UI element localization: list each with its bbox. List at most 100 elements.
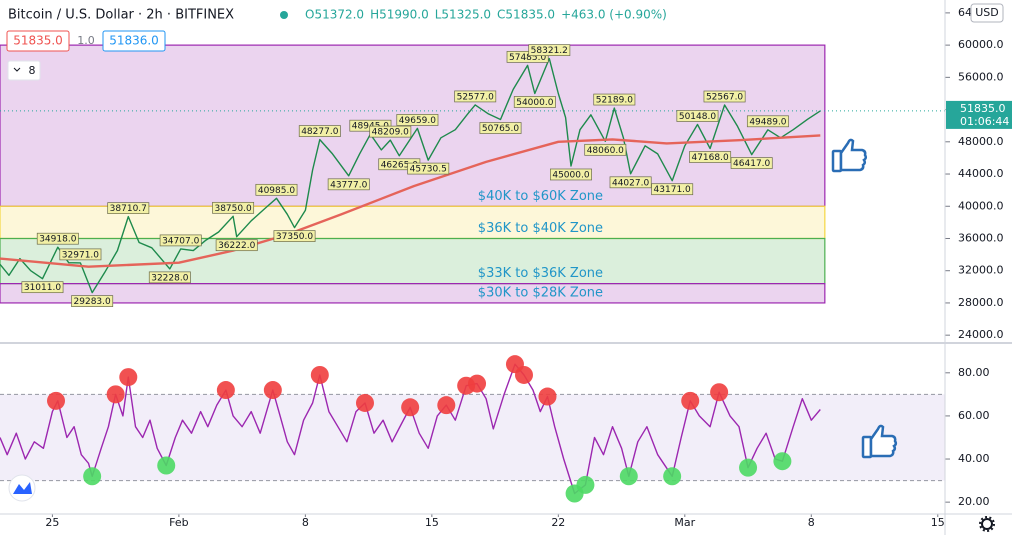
signal-marker — [710, 383, 729, 402]
series-line — [0, 134, 821, 268]
signal-marker — [663, 467, 682, 486]
settings-icon[interactable] — [979, 516, 995, 532]
price-annotation-label: 40985.0 — [258, 186, 295, 196]
price-annotation-label: 57485.0 — [509, 53, 546, 63]
price-annotation-label: 31011.0 — [24, 283, 61, 293]
price-annotation — [407, 162, 450, 175]
price-annotation-label: 47168.0 — [691, 153, 728, 163]
signal-marker — [514, 365, 533, 384]
x-tick-label: 22 — [551, 516, 565, 529]
price-annotation-label: 45730.5 — [410, 165, 447, 175]
price-annotation — [396, 114, 439, 126]
chevron-icon — [13, 67, 21, 72]
zone-label: $30K to $28K Zone — [478, 285, 603, 300]
signal-marker — [119, 368, 138, 387]
y-tick-label: 44000.0 — [958, 167, 1004, 180]
signal-marker — [355, 393, 374, 412]
price-annotation — [215, 239, 258, 252]
ohlc-value: +463.0 (+0.90%) — [561, 8, 667, 22]
price-annotation — [730, 157, 773, 169]
signal-marker — [681, 391, 700, 410]
price-annotation-label: 49659.0 — [399, 116, 436, 126]
price-annotation-label: 44027.0 — [612, 178, 649, 188]
price-annotation-label: 52567.0 — [706, 93, 743, 103]
price-annotation-label: 43171.0 — [654, 185, 691, 195]
price-annotation-label: 37350.0 — [276, 232, 313, 242]
last-price-box — [946, 100, 1012, 129]
bid-box[interactable] — [6, 30, 70, 52]
price-annotation-label: 52577.0 — [457, 92, 494, 102]
bid-price: 51835.0 — [13, 34, 63, 48]
x-tick-label: Mar — [674, 516, 695, 529]
signal-marker — [619, 467, 638, 486]
currency-button[interactable] — [970, 3, 1004, 23]
ohlc-value: L51325.0 — [435, 8, 491, 22]
signal-marker — [437, 396, 456, 415]
ohlc-value: H51990.0 — [370, 8, 429, 22]
price-annotation — [676, 110, 719, 122]
y-tick-label: 36000.0 — [958, 231, 1004, 244]
price-zone — [0, 237, 826, 285]
tradingview-logo[interactable] — [8, 474, 36, 502]
y-tick-label: 20.00 — [958, 495, 990, 508]
ask-box[interactable] — [102, 30, 166, 52]
price-annotation — [212, 201, 255, 214]
price-annotation-label: 52189.0 — [596, 96, 633, 106]
series-line — [0, 363, 821, 495]
price-annotation-label: 29283.0 — [74, 297, 111, 307]
signal-marker — [263, 381, 282, 400]
price-annotation — [369, 125, 412, 138]
x-tick-label: 8 — [808, 516, 815, 529]
price-annotation — [107, 202, 150, 214]
price-annotation-label: 38750.0 — [214, 204, 251, 214]
price-annotation — [36, 232, 79, 245]
x-tick-label: 8 — [302, 516, 309, 529]
signal-marker — [538, 387, 557, 406]
price-annotation — [479, 122, 522, 134]
price-annotation — [21, 281, 64, 294]
price-annotation — [454, 90, 497, 103]
price-annotation — [593, 93, 636, 106]
countdown: 01:06:44 — [960, 115, 1009, 128]
price-annotation — [528, 44, 571, 56]
x-tick-label: 15 — [931, 516, 945, 529]
price-annotation-label: 48277.0 — [301, 127, 338, 137]
last-price-label: 51835.0 — [960, 102, 1006, 115]
price-annotation — [746, 115, 789, 128]
signal-marker — [773, 452, 792, 471]
price-annotation-label: 48060.0 — [587, 146, 624, 156]
price-annotation-label: 49489.0 — [749, 117, 786, 127]
ask-price: 51836.0 — [109, 34, 159, 48]
signal-marker — [83, 467, 102, 486]
price-annotation-label: 43777.0 — [330, 180, 367, 190]
price-annotation-label: 50765.0 — [482, 124, 519, 134]
price-annotation — [651, 183, 694, 196]
price-annotation — [609, 176, 652, 189]
y-tick-label: 48000.0 — [958, 135, 1004, 148]
y-tick-label: 40.00 — [958, 452, 990, 465]
price-annotation — [71, 295, 114, 307]
price-annotation-label: 34918.0 — [39, 235, 76, 245]
indicator-toggle[interactable] — [7, 60, 41, 81]
y-tick-label: 56000.0 — [958, 70, 1004, 83]
price-annotation — [255, 183, 298, 196]
price-annotation-label: 50148.0 — [679, 112, 716, 122]
indicator-count: 8 — [29, 64, 36, 77]
y-tick-label: 40000.0 — [958, 199, 1004, 212]
y-tick-label: 80.00 — [958, 366, 990, 379]
price-annotation-label: 58321.2 — [531, 46, 568, 56]
price-annotation-label: 45000.0 — [552, 170, 589, 180]
price-annotation — [703, 90, 746, 103]
zone-label: $36K to $40K Zone — [478, 221, 603, 236]
y-tick-label: 32000.0 — [958, 264, 1004, 277]
x-tick-label: Feb — [169, 516, 188, 529]
price-annotation — [273, 230, 316, 242]
price-annotation-label: 46417.0 — [733, 159, 770, 169]
price-annotation — [59, 248, 102, 261]
series-line — [0, 57, 821, 294]
zone-label: $40K to $60K Zone — [478, 189, 603, 204]
signal-marker — [106, 385, 125, 404]
signal-marker — [576, 475, 595, 494]
price-annotation — [298, 125, 341, 137]
currency-label: USD — [975, 6, 999, 19]
